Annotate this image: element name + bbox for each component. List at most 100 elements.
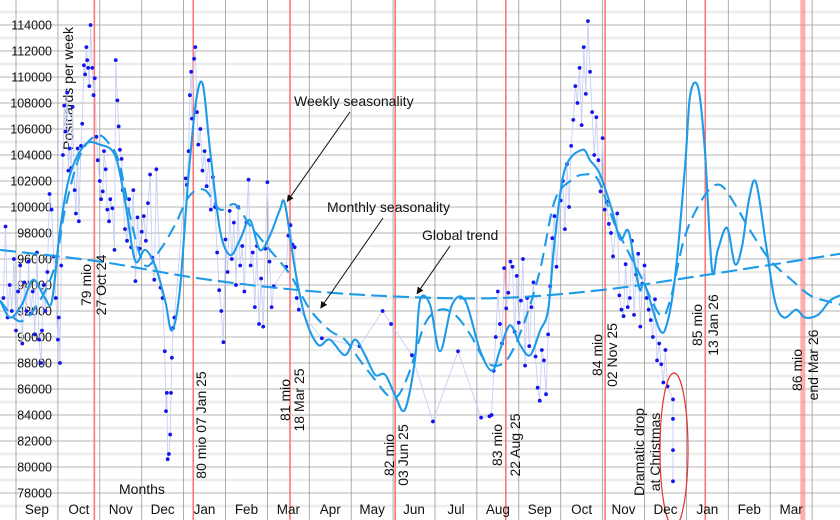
- data-point: [113, 58, 118, 62]
- data-point: [100, 189, 105, 194]
- y-tick-label: 100000: [10, 201, 52, 215]
- data-point: [650, 335, 655, 339]
- data-point: [167, 452, 171, 456]
- fitted-curves: [0, 80, 840, 413]
- milestone-date: 18 Mar 25: [291, 368, 307, 431]
- data-point: [573, 84, 578, 88]
- data-point: [81, 63, 86, 68]
- data-point: [611, 254, 615, 259]
- annotation-text: Global trend: [422, 227, 498, 243]
- milestone-count: 85 mio: [689, 304, 705, 346]
- data-point: [103, 167, 108, 172]
- data-point: [45, 270, 50, 274]
- x-tick-label: Dec: [653, 502, 677, 517]
- x-tick-label: Sep: [25, 502, 49, 517]
- data-point: [567, 205, 571, 209]
- data-point: [189, 69, 194, 74]
- data-point: [9, 309, 14, 313]
- data-point: [508, 259, 513, 264]
- data-point: [169, 391, 173, 395]
- data-point: [219, 309, 224, 313]
- data-point: [118, 147, 122, 152]
- data-point: [119, 157, 124, 161]
- data-point: [49, 207, 54, 212]
- data-point: [88, 23, 93, 27]
- y-tick-label: 110000: [11, 71, 52, 85]
- data-point: [671, 397, 675, 402]
- x-tick-label: Jan: [696, 502, 718, 517]
- data-point: [41, 283, 46, 287]
- y-tick-label: 114000: [11, 19, 52, 33]
- highlight-ellipse: [659, 372, 689, 520]
- data-point: [592, 153, 597, 157]
- data-point: [554, 264, 559, 269]
- data-point: [248, 263, 253, 268]
- data-point: [296, 307, 301, 312]
- data-point: [91, 93, 96, 98]
- data-point: [456, 349, 460, 354]
- data-point: [164, 391, 169, 395]
- data-point: [152, 277, 157, 282]
- data-point: [546, 332, 551, 337]
- data-points: [1, 19, 675, 484]
- data-point: [3, 224, 8, 229]
- data-point: [229, 257, 234, 261]
- data-point: [56, 315, 61, 320]
- data-point: [169, 355, 174, 360]
- milestone-label: 80 mio 07 Jan 25: [193, 371, 209, 479]
- y-tick-label: 106000: [10, 123, 52, 137]
- data-point: [84, 45, 89, 49]
- data-point: [571, 118, 576, 122]
- data-point: [671, 479, 675, 484]
- data-point: [537, 398, 542, 403]
- x-tick-label: Feb: [235, 502, 258, 517]
- month-lines: [15, 0, 813, 520]
- data-point: [636, 251, 641, 256]
- data-point: [261, 324, 266, 329]
- data-point: [186, 149, 191, 154]
- data-point: [221, 340, 226, 345]
- x-tick-label: Sep: [528, 502, 552, 517]
- data-point: [62, 103, 67, 108]
- data-point: [47, 192, 52, 196]
- data-point: [586, 19, 590, 23]
- data-point: [61, 153, 65, 157]
- x-tick-label: Jun: [403, 502, 425, 517]
- data-point: [632, 313, 636, 317]
- data-point: [657, 341, 662, 346]
- data-point: [127, 197, 132, 202]
- data-point: [521, 257, 525, 261]
- x-tick-label: Nov: [109, 502, 133, 517]
- data-point: [217, 288, 222, 293]
- x-tick-label: Jan: [194, 502, 216, 517]
- y-tick-label: 78000: [17, 487, 52, 501]
- data-point: [493, 335, 498, 339]
- data-point: [596, 158, 601, 163]
- data-point: [67, 146, 72, 151]
- data-point: [192, 56, 196, 61]
- data-point: [24, 309, 29, 313]
- data-point: [498, 322, 502, 326]
- data-point: [110, 206, 115, 211]
- data-point: [99, 197, 103, 202]
- data-point: [644, 296, 649, 300]
- data-point: [659, 362, 664, 367]
- data-point: [615, 211, 620, 216]
- data-point: [431, 419, 435, 424]
- data-point: [53, 296, 58, 300]
- data-point: [257, 322, 261, 326]
- data-point: [141, 214, 146, 219]
- data-point: [63, 129, 68, 134]
- data-point: [215, 250, 220, 255]
- y-tick-label: 86000: [17, 383, 52, 397]
- data-point: [625, 305, 630, 309]
- data-point: [619, 307, 624, 312]
- data-point: [663, 348, 668, 352]
- data-point: [107, 219, 111, 224]
- data-point: [7, 283, 12, 287]
- global-trend-curve: [0, 248, 840, 300]
- data-point: [638, 324, 643, 329]
- data-point: [602, 207, 607, 212]
- data-point: [252, 305, 257, 309]
- milestone-count: 86 mio: [789, 349, 805, 391]
